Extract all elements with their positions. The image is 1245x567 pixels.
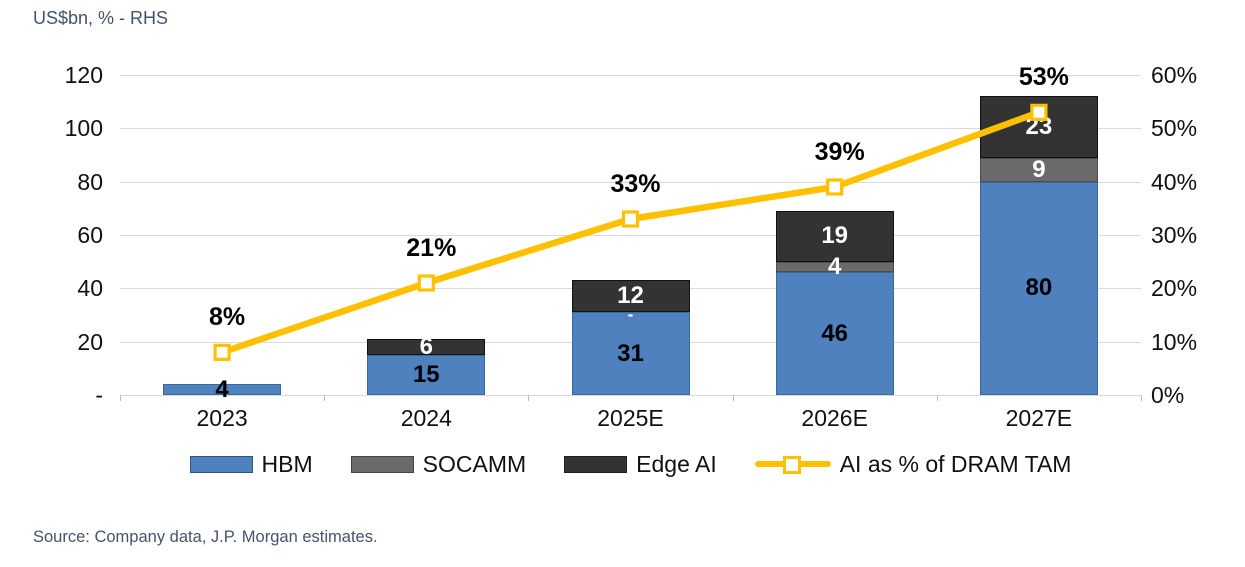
- line-value-label: 21%: [406, 234, 457, 262]
- y-axis-tick-right: 60%: [1151, 62, 1198, 88]
- y-axis-tick-left: 20: [77, 328, 103, 355]
- legend-swatch: [350, 455, 414, 473]
- y-axis-tick-left: 40: [77, 275, 103, 302]
- x-axis-label: 2024: [400, 405, 452, 431]
- x-axis-label: 2027E: [1005, 405, 1073, 431]
- bar-segment-hbm: [367, 355, 486, 395]
- bar-value-label: 80: [1025, 274, 1053, 302]
- x-axis-label: 2026E: [801, 405, 868, 431]
- y-axis-tick-right: 30%: [1151, 222, 1198, 248]
- gridline: [120, 75, 1141, 76]
- bar-value-label: 23: [1025, 113, 1053, 140]
- source-note: Source: Company data, J.P. Morgan estima…: [33, 528, 378, 546]
- x-axis-tick: [936, 395, 938, 401]
- legend-item: SOCAMM: [350, 450, 527, 478]
- bar-value-label: 15: [412, 361, 440, 388]
- legend-item: HBM: [189, 450, 313, 478]
- bar-value-label: 19: [821, 222, 849, 250]
- x-axis-tick: [120, 395, 121, 401]
- y-axis-tick-right: 10%: [1151, 328, 1198, 355]
- legend-swatch: [189, 455, 253, 473]
- y-axis-tick-right: 0%: [1151, 382, 1185, 408]
- bar-value-label: 46: [821, 319, 849, 347]
- x-axis-tick: [528, 395, 530, 401]
- x-axis-label: 2023: [196, 405, 248, 431]
- legend-line-sample: [754, 456, 831, 474]
- bar-value-label: 4: [828, 253, 842, 280]
- legend-item: AI as % of DRAM TAM: [754, 450, 1072, 478]
- legend-label: SOCAMM: [422, 450, 527, 477]
- bar-segment-hbm: [163, 384, 282, 395]
- bar-value-label: 4: [215, 375, 229, 403]
- legend-label: AI as % of DRAM TAM: [839, 450, 1072, 477]
- y-axis-tick-left: 120: [64, 62, 103, 88]
- y-axis-tick-left: 80: [77, 168, 103, 195]
- legend-item: Edge AI: [564, 451, 717, 478]
- y-axis-tick-right: 50%: [1151, 115, 1198, 142]
- y-axis-tick-left: -: [95, 382, 103, 408]
- legend-line-marker: [782, 456, 801, 474]
- bar-value-label: 12: [617, 282, 644, 310]
- y-axis-tick-left: 100: [64, 115, 103, 142]
- line-point-marker: [213, 343, 231, 361]
- line-value-label: 39%: [814, 138, 865, 166]
- x-axis-tick: [732, 395, 734, 401]
- axis-units-note: US$bn, % - RHS: [33, 8, 169, 28]
- legend: HBM SOCAMM Edge AI AI as % of DRAM TAM: [120, 450, 1141, 478]
- bar-value-label: 9: [1032, 155, 1046, 183]
- y-axis-tick-right: 40%: [1151, 168, 1198, 195]
- line-value-label: 33%: [610, 170, 661, 198]
- bar-value-label: 6: [419, 333, 433, 360]
- line-value-label: 53%: [1018, 63, 1069, 92]
- legend-swatch: [564, 455, 628, 473]
- line-point-marker: [621, 210, 640, 228]
- y-axis-tick-right: 20%: [1151, 275, 1198, 302]
- legend-label: HBM: [261, 450, 313, 477]
- x-axis-label: 2025E: [597, 405, 664, 431]
- x-axis-tick: [1141, 395, 1142, 401]
- line-value-label: 8%: [209, 303, 246, 332]
- y-axis-tick-left: 60: [77, 222, 103, 248]
- gridline: [120, 395, 1141, 396]
- bar-value-label: 31: [617, 339, 644, 367]
- legend-label: Edge AI: [636, 450, 717, 477]
- x-axis-tick: [324, 395, 326, 401]
